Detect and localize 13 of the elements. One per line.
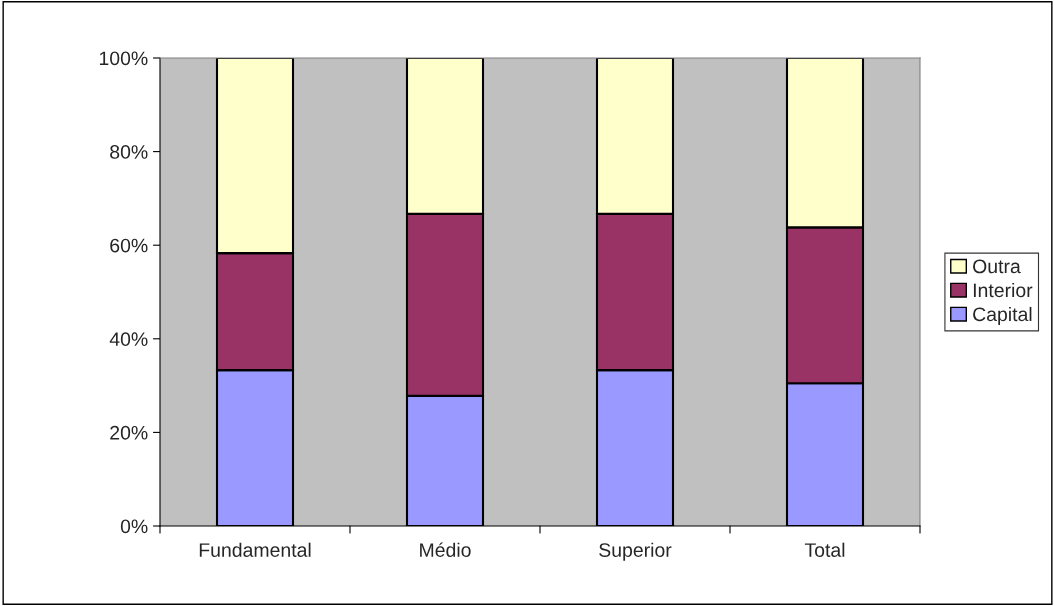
y-tick-label: 0% — [120, 519, 148, 534]
y-tick-label: 60% — [110, 238, 148, 253]
y-tick-label: 40% — [109, 332, 148, 347]
x-tick-label: Médio — [420, 542, 471, 557]
y-tick-label: 100% — [99, 51, 148, 66]
legend-label: Interior — [973, 282, 1033, 298]
x-tick-label: Fundamental — [199, 542, 311, 557]
legend-label: Capital — [973, 306, 1032, 326]
x-tick-label: Total — [804, 542, 845, 557]
legend-label: Outra — [973, 259, 1021, 274]
x-tick-label: Superior — [599, 542, 672, 561]
y-tick-label: 20% — [110, 425, 148, 440]
y-tick-label: 80% — [110, 145, 148, 159]
